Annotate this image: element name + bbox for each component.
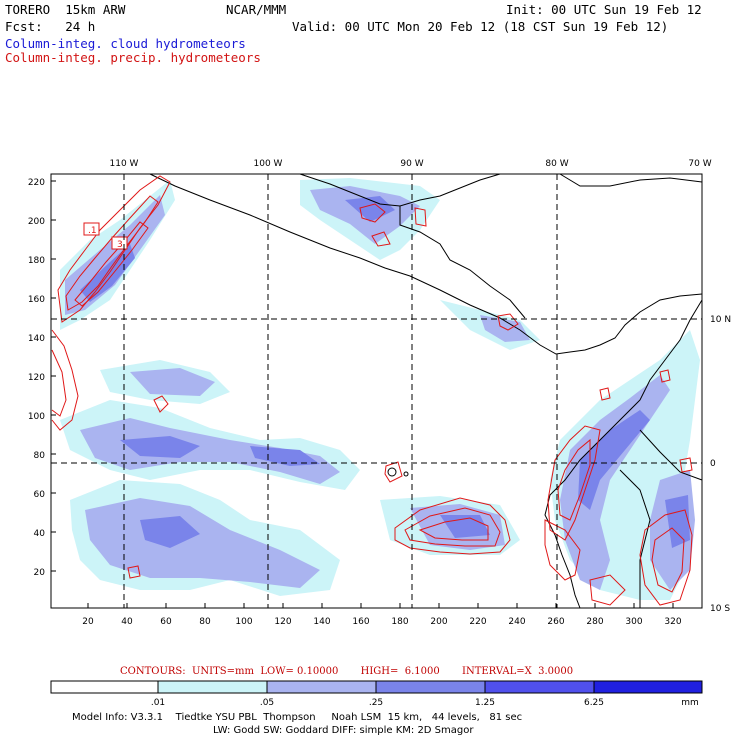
field-precip-label: Column-integ. precip. hydrometeors [5,50,261,65]
colorbar-segment [593,680,703,694]
precip-contours [51,175,693,606]
contour-label-1: .1 [88,226,97,236]
left-tick-label: 120 [28,373,45,383]
lon-label: 110 W [110,159,139,169]
left-tick-label: 180 [28,256,45,266]
left-tick-label: 40 [34,529,46,539]
bottom-tick-label: 200 [430,617,447,627]
bottom-tick-label: 180 [391,617,408,627]
colorbar-label: .05 [260,698,274,708]
bottom-tick-label: 260 [547,617,564,627]
left-tick-label: 200 [28,217,45,227]
bottom-tick-label: 120 [274,617,291,627]
left-tick-label: 100 [28,412,45,422]
colorbar-segment [484,680,595,694]
right-lat-labels: 10 N 0 10 S [710,315,731,614]
model-info-line1: Model Info: V3.3.1 Tiedtke YSU PBL Thomp… [72,712,523,723]
bottom-tick-label: 40 [121,617,133,627]
model-info-line2: LW: Godd SW: Goddard DIFF: simple KM: 2D… [213,725,474,736]
lat-lon-grid [51,174,702,608]
colorbar-label: 6.25 [584,698,604,708]
lat-label: 0 [710,459,716,469]
bottom-axis-labels: 20 40 60 80 100 120 140 160 180 200 220 … [82,617,682,627]
left-tick-label: 140 [28,334,45,344]
lon-label: 80 W [545,159,568,169]
model-title: TORERO 15km ARW [5,2,126,17]
lon-label: 70 W [688,159,711,169]
bottom-tick-label: 220 [469,617,486,627]
colorbar-labels: .01 .05 .25 1.25 6.25 mm [151,698,699,708]
bottom-tick-label: 240 [508,617,525,627]
bottom-tick-label: 320 [664,617,681,627]
coastlines [149,173,703,609]
lat-label: 10 S [710,604,730,614]
left-tick-label: 80 [34,451,46,461]
bottom-tick-label: 60 [160,617,172,627]
contour-label-box-1 [83,222,100,236]
left-tick-marks [51,180,56,572]
bottom-tick-label: 300 [625,617,642,627]
bottom-tick-marks [87,603,674,608]
lon-label: 100 W [254,159,283,169]
colorbar [50,680,703,694]
init-time: Init: 00 UTC Sun 19 Feb 12 [506,2,702,17]
colorbar-segment [375,680,486,694]
field-cloud-label: Column-integ. cloud hydrometeors [5,36,246,51]
bottom-tick-label: 280 [586,617,603,627]
valid-time: Valid: 00 UTC Mon 20 Feb 12 (18 CST Sun … [292,19,669,34]
left-tick-label: 60 [34,490,46,500]
lon-label: 90 W [400,159,423,169]
colorbar-segment [266,680,377,694]
colorbar-label: 1.25 [475,698,495,708]
bottom-tick-label: 160 [352,617,369,627]
org-label: NCAR/MMM [226,2,287,17]
colorbar-label: .01 [151,698,165,708]
left-tick-label: 220 [28,178,45,188]
bottom-tick-label: 140 [313,617,330,627]
left-tick-label: 160 [28,295,45,305]
top-lon-labels: 110 W 100 W 90 W 80 W 70 W [110,159,712,169]
colorbar-label: .25 [369,698,383,708]
contour-label-box-2 [111,236,128,250]
bottom-tick-label: 20 [82,617,94,627]
colorbar-segment [157,680,268,694]
contour-info: CONTOURS: UNITS=mm LOW= 0.10000 HIGH= 6.… [120,666,574,677]
contour-label-2: 3 [117,240,123,250]
left-tick-label: 20 [34,568,46,578]
lat-label: 10 N [710,315,731,325]
bottom-tick-label: 100 [235,617,252,627]
map-frame [50,173,703,609]
left-axis-labels: 220 200 180 160 140 120 100 80 60 40 20 [28,178,45,578]
colorbar-segment [50,680,159,694]
colorbar-unit: mm [681,698,699,708]
bottom-tick-label: 80 [199,617,211,627]
forecast-hour: Fcst: 24 h [5,19,96,34]
